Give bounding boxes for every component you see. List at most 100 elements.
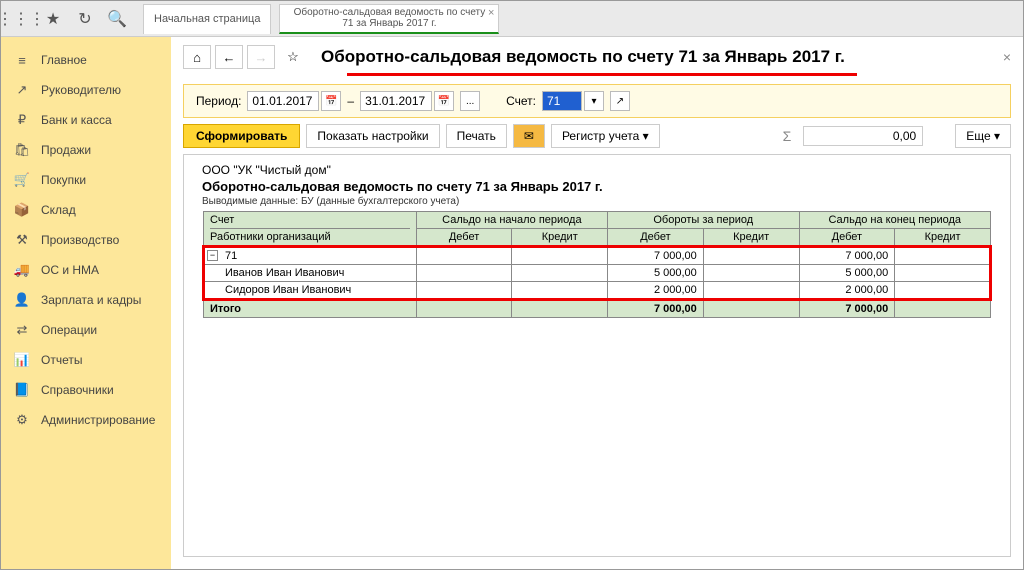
cell: 7 000,00 xyxy=(608,300,704,318)
period-label: Период: xyxy=(196,94,241,108)
close-page-button[interactable]: × xyxy=(1003,49,1011,65)
table-row[interactable]: Сидоров Иван Иванович 2 000,00 2 000,00 xyxy=(204,282,991,300)
period-picker-button[interactable]: ... xyxy=(460,91,480,111)
register-button[interactable]: Регистр учета ▾ xyxy=(551,124,660,148)
sidebar: ≡Главное ↗Руководителю ₽Банк и касса 🛍Пр… xyxy=(1,37,171,569)
col-startbal: Сальдо на начало периода xyxy=(416,212,607,229)
cell xyxy=(703,265,799,282)
toolbar: Сформировать Показать настройки Печать ✉… xyxy=(171,118,1023,154)
sum-input[interactable] xyxy=(803,126,923,146)
title-underline xyxy=(347,73,857,76)
sidebar-item-label: Банк и касса xyxy=(41,113,112,127)
more-button[interactable]: Еще ▾ xyxy=(955,124,1011,148)
settings-button[interactable]: Показать настройки xyxy=(306,124,439,148)
sidebar-item-assets[interactable]: 🚚 ОС и НМА xyxy=(1,255,171,285)
cell xyxy=(512,265,608,282)
col-account: Счет xyxy=(210,214,410,226)
col-credit: Кредит xyxy=(512,229,608,247)
cell: 2 000,00 xyxy=(799,282,895,300)
sidebar-item-warehouse[interactable]: 📦Склад xyxy=(1,195,171,225)
cell xyxy=(416,247,512,265)
tab-label: Оборотно-сальдовая ведомость по счету 71… xyxy=(290,7,488,29)
col-debit: Дебет xyxy=(608,229,704,247)
date-to-input[interactable] xyxy=(360,91,432,111)
sidebar-item-directories[interactable]: 📘 Справочники xyxy=(1,375,171,405)
menu-icon: ≡ xyxy=(13,51,31,69)
cell xyxy=(512,247,608,265)
tab-start[interactable]: Начальная страница xyxy=(143,4,271,34)
back-button[interactable]: ← xyxy=(215,45,243,69)
chart-icon: ↗ xyxy=(13,81,31,99)
history-icon[interactable]: ↻ xyxy=(71,5,99,33)
bag-icon: 🛍 xyxy=(13,141,31,159)
sidebar-item-label: Покупки xyxy=(41,173,86,187)
report-note: Выводимые данные: БУ (данные бухгалтерск… xyxy=(202,196,992,207)
sidebar-item-label: Справочники xyxy=(41,383,114,397)
sidebar-item-reports[interactable]: 📊Отчеты xyxy=(1,345,171,375)
box-icon: 📦 xyxy=(13,201,31,219)
close-icon[interactable]: × xyxy=(488,7,494,19)
cell xyxy=(895,265,991,282)
sidebar-item-purchases[interactable]: 🛒Покупки xyxy=(1,165,171,195)
calendar-icon[interactable]: 📅 xyxy=(321,91,341,111)
print-button[interactable]: Печать xyxy=(446,124,507,148)
col-credit: Кредит xyxy=(895,229,991,247)
cell: 5 000,00 xyxy=(608,265,704,282)
gear-icon: ⚙ xyxy=(13,411,31,429)
truck-icon: 🚚 xyxy=(13,261,31,279)
sidebar-item-main[interactable]: ≡ Главное xyxy=(1,45,171,75)
col-sub: Работники организаций xyxy=(210,228,410,243)
cell xyxy=(416,300,512,318)
sidebar-item-label: Главное xyxy=(41,53,87,67)
forward-button[interactable]: → xyxy=(247,45,275,69)
sidebar-item-label: Зарплата и кадры xyxy=(41,293,141,307)
top-toolbar: ⋮⋮⋮ ★ ↻ 🔍 Начальная страница Оборотно-са… xyxy=(1,1,1023,37)
home-button[interactable]: ⌂ xyxy=(183,45,211,69)
book-icon: 📘 xyxy=(13,381,31,399)
tab-report[interactable]: Оборотно-сальдовая ведомость по счету 71… xyxy=(279,4,499,34)
sidebar-item-production[interactable]: ⚒ Производство xyxy=(1,225,171,255)
cell: 5 000,00 xyxy=(799,265,895,282)
table-row[interactable]: −71 7 000,00 7 000,00 xyxy=(204,247,991,265)
sidebar-item-label: Производство xyxy=(41,233,119,247)
cell xyxy=(703,282,799,300)
sidebar-item-admin[interactable]: ⚙Администрирование xyxy=(1,405,171,435)
cell: 7 000,00 xyxy=(799,300,895,318)
sidebar-item-operations[interactable]: ⇄Операции xyxy=(1,315,171,345)
favorite-button[interactable]: ☆ xyxy=(279,45,307,69)
account-input[interactable] xyxy=(542,91,582,111)
person-icon: 👤 xyxy=(13,291,31,309)
apps-icon[interactable]: ⋮⋮⋮ xyxy=(7,5,35,33)
open-icon[interactable]: ↗ xyxy=(610,91,630,111)
collapse-icon[interactable]: − xyxy=(207,250,218,261)
total-label: Итого xyxy=(204,300,417,318)
date-from-input[interactable] xyxy=(247,91,319,111)
tools-icon: ⚒ xyxy=(13,231,31,249)
dash: – xyxy=(347,94,354,108)
sigma-icon: Σ xyxy=(783,128,792,144)
email-button[interactable]: ✉ xyxy=(513,124,545,148)
org-name: ООО "УК "Чистый дом" xyxy=(202,163,992,177)
col-endbal: Сальдо на конец периода xyxy=(799,212,991,229)
cell xyxy=(703,247,799,265)
sidebar-item-label: ОС и НМА xyxy=(41,263,99,277)
cell: 2 000,00 xyxy=(608,282,704,300)
form-button[interactable]: Сформировать xyxy=(183,124,300,148)
sidebar-item-sales[interactable]: 🛍Продажи xyxy=(1,135,171,165)
star-icon[interactable]: ★ xyxy=(39,5,67,33)
sidebar-item-bank[interactable]: ₽ Банк и касса xyxy=(1,105,171,135)
dropdown-icon[interactable]: ▾ xyxy=(584,91,604,111)
cell xyxy=(895,300,991,318)
bars-icon: 📊 xyxy=(13,351,31,369)
sidebar-item-manager[interactable]: ↗Руководителю xyxy=(1,75,171,105)
ruble-icon: ₽ xyxy=(13,111,31,129)
table-row[interactable]: Иванов Иван Иванович 5 000,00 5 000,00 xyxy=(204,265,991,282)
period-bar: Период: 📅 – 📅 ... Счет: ▾ ↗ xyxy=(183,84,1011,118)
search-icon[interactable]: 🔍 xyxy=(103,5,131,33)
report-title: Оборотно-сальдовая ведомость по счету 71… xyxy=(202,179,992,194)
calendar-icon[interactable]: 📅 xyxy=(434,91,454,111)
cell xyxy=(512,282,608,300)
sidebar-item-salary[interactable]: 👤 Зарплата и кадры xyxy=(1,285,171,315)
row-name: Сидоров Иван Иванович xyxy=(204,282,417,300)
cell: 7 000,00 xyxy=(799,247,895,265)
